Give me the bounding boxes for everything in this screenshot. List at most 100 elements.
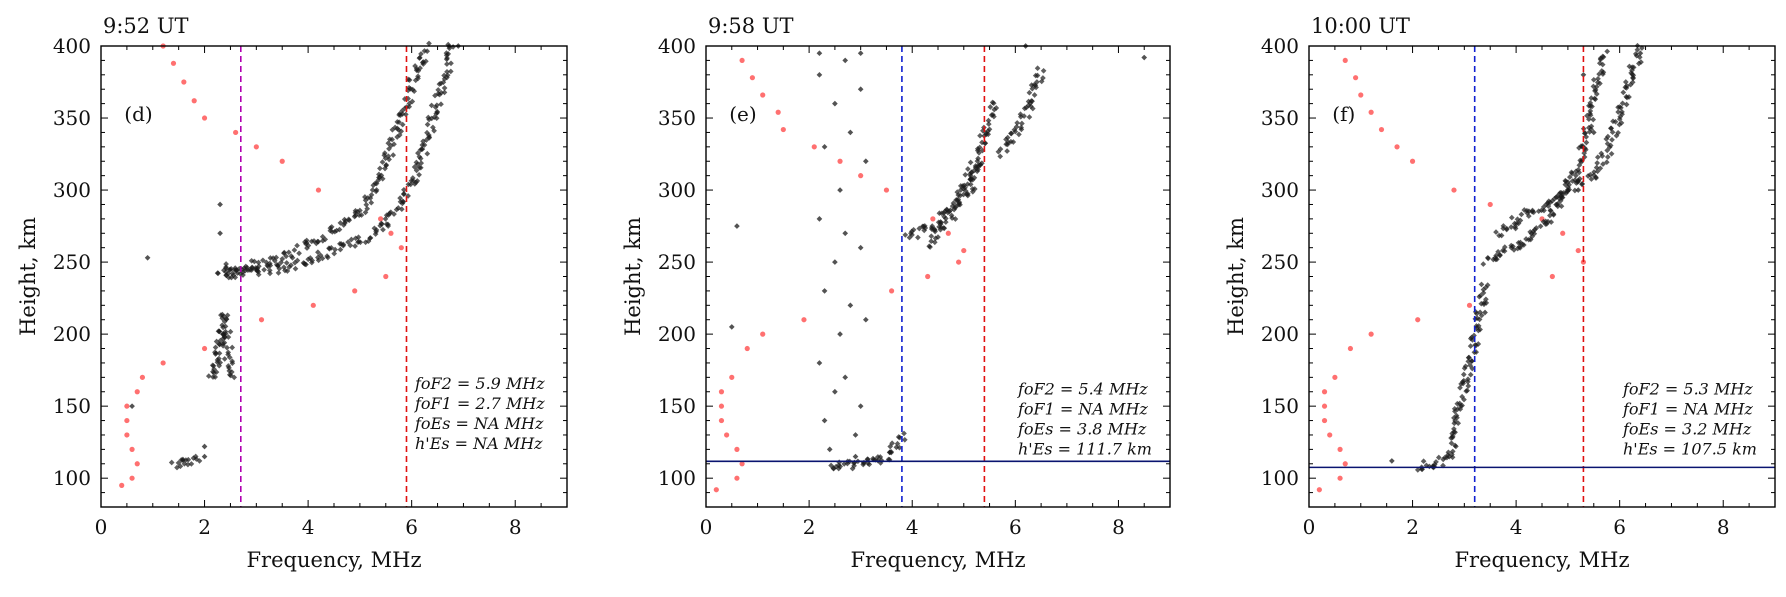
trace-point — [399, 111, 406, 117]
y-tick-label: 300 — [53, 178, 91, 202]
trace-point — [1587, 100, 1594, 106]
trace-point — [1021, 113, 1027, 119]
trace-point — [303, 237, 310, 244]
trace-point — [223, 261, 229, 267]
reference-point — [734, 446, 740, 452]
y-tick-label: 150 — [53, 394, 91, 418]
trace-point — [444, 61, 450, 67]
trace-point — [255, 259, 262, 266]
y-tick-label: 300 — [1261, 178, 1299, 202]
trace-point — [1005, 139, 1012, 146]
trace-point — [1550, 211, 1557, 217]
trace-point — [424, 121, 431, 128]
trace-point — [837, 187, 843, 193]
y-tick-label: 250 — [53, 250, 91, 274]
reference-point — [139, 374, 146, 380]
trace-point — [1448, 440, 1455, 447]
reference-point — [124, 403, 130, 409]
trace-point — [927, 244, 933, 250]
x-tick-label: 4 — [1510, 515, 1523, 539]
trace-point — [273, 261, 280, 268]
trace-point — [424, 150, 431, 157]
trace-point — [435, 87, 442, 93]
trace-point — [1508, 214, 1515, 221]
trace-point — [1588, 123, 1595, 130]
trace-point — [1583, 139, 1590, 146]
trace-point — [215, 328, 222, 335]
reference-point — [775, 109, 781, 115]
trace-point — [438, 101, 444, 108]
y-tick-label: 350 — [1261, 106, 1299, 130]
trace-point — [1029, 105, 1036, 112]
trace-point — [1638, 59, 1644, 65]
trace-point — [1034, 79, 1040, 85]
trace-point — [413, 67, 420, 74]
reference-point — [1451, 187, 1457, 193]
trace-point — [426, 134, 432, 140]
trace-point — [1465, 376, 1471, 383]
trace-point — [901, 436, 908, 443]
trace-point — [232, 265, 239, 271]
trace-point — [373, 227, 380, 233]
trace-point — [363, 201, 370, 208]
trace-point — [273, 254, 280, 261]
trace-point — [319, 233, 326, 240]
trace-point — [977, 132, 983, 139]
y-tick-label: 400 — [1261, 34, 1299, 58]
trace-point — [415, 150, 421, 156]
trace-point — [314, 238, 321, 245]
trace-point — [1558, 203, 1565, 210]
reference-point — [134, 389, 140, 395]
reference-point — [925, 273, 931, 280]
trace-point — [296, 250, 302, 257]
trace-point — [129, 403, 135, 409]
trace-point — [213, 350, 219, 357]
trace-point — [842, 374, 849, 381]
trace-point — [1013, 123, 1020, 130]
reference-point — [1487, 201, 1493, 208]
trace-point — [1596, 71, 1602, 77]
trace-point — [1630, 72, 1637, 79]
trace-point — [821, 144, 828, 150]
trace-point — [987, 104, 994, 110]
trace-point — [396, 119, 402, 126]
trace-point — [888, 448, 894, 455]
trace-point — [821, 288, 828, 294]
x-tick-label: 2 — [1406, 515, 1419, 539]
trace-point — [1588, 95, 1595, 101]
y-tick-label: 350 — [53, 106, 91, 130]
trace-point — [399, 121, 406, 128]
trace-point — [991, 106, 998, 113]
trace-point — [1629, 79, 1636, 86]
trace-point — [342, 218, 349, 225]
trace-point — [1004, 134, 1011, 141]
trace-point — [1014, 120, 1021, 126]
trace-point — [921, 223, 928, 229]
trace-point — [1483, 300, 1490, 306]
trace-point — [1576, 175, 1583, 182]
trace-point — [368, 199, 375, 206]
trace-point — [965, 166, 971, 172]
trace-point — [229, 270, 236, 277]
trace-point — [294, 257, 301, 264]
trace-point — [1480, 290, 1487, 296]
reference-point — [201, 345, 208, 352]
trace-point — [1547, 207, 1554, 214]
trace-point — [837, 331, 843, 337]
annotation-1: foF1 = NA MHz — [1017, 400, 1148, 419]
trace-point — [214, 270, 221, 276]
reference-point — [811, 144, 817, 150]
trace-point — [428, 102, 435, 109]
trace-point — [415, 75, 421, 82]
trace-point — [1548, 219, 1555, 225]
trace-point — [228, 274, 235, 281]
panel-1: 9:58 UT 0 2 4 6 8 100 150 200 250 300 350 400 Frequen… — [621, 14, 1171, 572]
x-axis-label: Frequency, MHz — [1454, 548, 1629, 572]
trace-point — [231, 374, 238, 381]
trace-point — [816, 216, 823, 222]
trace-point — [985, 117, 992, 124]
reference-point — [201, 115, 208, 121]
trace-point — [862, 158, 869, 165]
trace-point — [1634, 46, 1641, 53]
